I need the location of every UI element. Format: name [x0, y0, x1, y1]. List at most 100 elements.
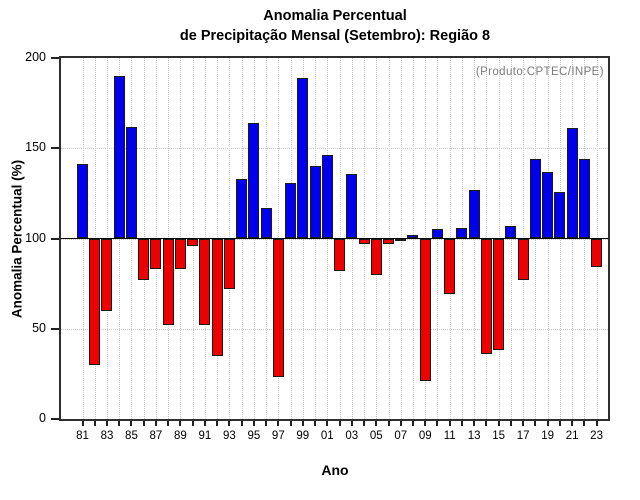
horizontal-gridline [61, 148, 608, 150]
x-tick-label: 13 [467, 430, 481, 442]
y-tick [51, 418, 59, 420]
bar-year-11 [444, 238, 456, 295]
bar-year-03 [346, 173, 358, 239]
bar-year-16 [505, 225, 517, 239]
y-tick [51, 147, 59, 150]
product-annotation: (Produto:CPTEC/INPE) [475, 66, 604, 78]
x-tick [228, 421, 231, 426]
x-tick-label: 23 [590, 430, 603, 442]
x-tick [571, 421, 574, 426]
bar-year-84 [113, 76, 125, 239]
bar-year-01 [321, 155, 333, 239]
bar-year-15 [493, 238, 505, 351]
x-tick-label: 87 [149, 430, 163, 442]
x-tick [118, 421, 121, 426]
bar-year-91 [199, 238, 211, 326]
x-tick [375, 421, 378, 426]
bar-year-90 [187, 238, 199, 246]
x-tick-label: 15 [492, 430, 506, 442]
x-tick [485, 421, 488, 426]
y-tick [51, 57, 59, 59]
bar-year-05 [370, 238, 382, 275]
bar-year-88 [162, 238, 174, 326]
bar-year-10 [431, 229, 443, 239]
chart-title: Anomalia Percentual [263, 8, 407, 24]
x-tick-label: 07 [394, 430, 408, 442]
x-tick-label: 05 [369, 430, 383, 442]
x-tick [411, 421, 414, 426]
bar-year-20 [554, 191, 566, 239]
bar-year-14 [480, 238, 492, 355]
x-tick [387, 421, 390, 426]
x-tick-label: 19 [541, 430, 554, 442]
bar-year-87 [150, 238, 162, 270]
y-tick [51, 327, 59, 330]
bar-year-02 [334, 238, 346, 271]
x-tick [509, 421, 512, 426]
bar-year-23 [591, 238, 603, 268]
x-tick [350, 421, 353, 426]
plot-area [61, 58, 608, 419]
x-tick [203, 421, 206, 426]
x-tick [326, 421, 329, 426]
bar-year-99 [297, 77, 309, 239]
bar-year-82 [89, 238, 101, 365]
x-tick-label: 81 [76, 430, 89, 442]
x-tick [130, 421, 133, 426]
x-tick [289, 421, 292, 426]
x-tick [522, 421, 525, 426]
title-block: Anomalia Percentual de Precipitação Mens… [60, 6, 610, 46]
x-tick [265, 421, 268, 426]
x-tick [448, 421, 451, 426]
x-axis-label: Ano [321, 462, 349, 478]
bar-year-96 [260, 207, 272, 239]
x-tick-label: 89 [174, 430, 187, 442]
x-tick-label: 17 [516, 430, 530, 442]
bar-year-04 [358, 238, 370, 244]
bar-year-94 [236, 178, 248, 239]
x-tick [424, 421, 427, 426]
bar-year-12 [456, 227, 468, 239]
y-tick-label: 0 [39, 411, 46, 425]
bar-year-22 [578, 159, 590, 239]
bar-year-95 [248, 122, 260, 239]
x-tick [436, 421, 439, 426]
x-tick [142, 421, 145, 426]
bar-year-19 [542, 171, 554, 239]
x-tick-label: 01 [320, 430, 334, 442]
x-tick [338, 421, 341, 426]
x-tick [399, 421, 402, 426]
bar-year-97 [272, 238, 284, 378]
x-tick [314, 421, 317, 426]
bar-year-92 [211, 238, 223, 356]
horizontal-gridline [61, 328, 608, 330]
x-tick [81, 421, 84, 426]
bar-year-13 [468, 189, 480, 239]
x-tick [277, 421, 280, 426]
bar-year-98 [285, 182, 297, 239]
x-tick [179, 421, 182, 426]
x-tick [167, 421, 170, 426]
bar-year-07 [395, 238, 407, 241]
x-tick [583, 421, 586, 426]
x-tick-label: 83 [100, 430, 114, 442]
x-tick [546, 421, 549, 426]
x-tick [558, 421, 561, 426]
x-tick [105, 421, 108, 426]
y-tick-label: 50 [32, 320, 46, 335]
x-tick-label: 21 [565, 430, 579, 442]
y-tick-label: 150 [25, 140, 46, 155]
x-tick [154, 421, 157, 426]
x-tick-label: 93 [222, 430, 236, 442]
x-tick [460, 421, 463, 426]
x-tick [595, 421, 598, 426]
x-tick-label: 99 [296, 430, 310, 442]
x-tick [191, 421, 194, 426]
bar-year-86 [138, 238, 150, 280]
bar-year-21 [566, 128, 578, 239]
bar-year-00 [309, 166, 321, 239]
x-tick-label: 95 [247, 430, 261, 442]
bar-year-85 [125, 126, 137, 239]
x-tick-label: 11 [443, 430, 456, 442]
chart-subtitle: de Precipitação Mensal (Setembro): Regiã… [179, 28, 491, 44]
